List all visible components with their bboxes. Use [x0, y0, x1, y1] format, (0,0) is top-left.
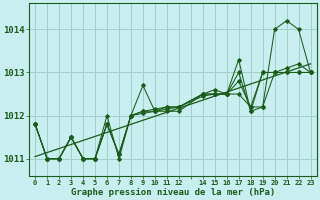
X-axis label: Graphe pression niveau de la mer (hPa): Graphe pression niveau de la mer (hPa) — [71, 188, 275, 197]
